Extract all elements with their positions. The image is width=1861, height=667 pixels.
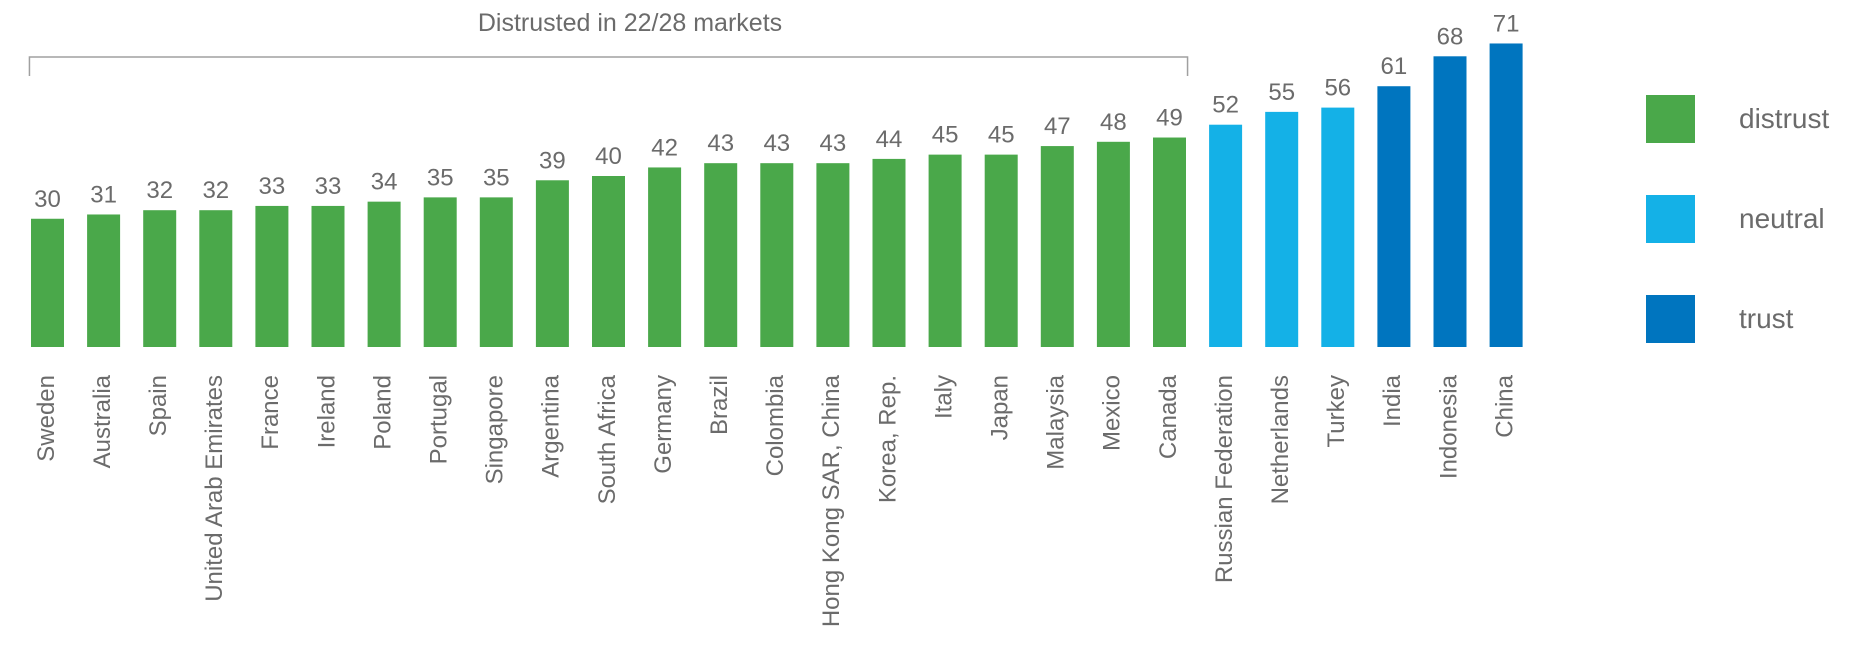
legend-swatch xyxy=(1646,195,1695,243)
x-tick-label: France xyxy=(257,375,284,450)
bar xyxy=(872,158,906,347)
data-label: 42 xyxy=(651,134,678,161)
bar xyxy=(1209,124,1243,347)
data-label: 32 xyxy=(202,177,229,204)
bar xyxy=(760,163,794,347)
x-tick-label: South Africa xyxy=(594,374,621,504)
data-label: 34 xyxy=(371,169,398,196)
bar xyxy=(1040,146,1074,347)
x-tick-label: Sweden xyxy=(33,375,60,462)
data-label: 43 xyxy=(820,130,847,157)
data-label: 43 xyxy=(763,130,790,157)
bar xyxy=(199,210,233,347)
annotation: Distrusted in 22/28 markets xyxy=(478,9,782,37)
bar xyxy=(1489,43,1523,347)
data-label: 39 xyxy=(539,147,566,174)
data-label: 47 xyxy=(1044,113,1071,140)
legend-swatch xyxy=(1646,295,1695,343)
x-tick-label: Malaysia xyxy=(1043,374,1070,469)
x-tick-label: Germany xyxy=(650,375,677,474)
x-tick-label: Japan xyxy=(987,375,1014,440)
annotation-bracket xyxy=(28,56,1189,76)
data-label: 44 xyxy=(876,126,903,153)
bar xyxy=(311,205,345,347)
x-tick-label: Canada xyxy=(1155,374,1182,459)
bar xyxy=(1377,86,1411,347)
data-label: 33 xyxy=(315,173,342,200)
x-tick-label: United Arab Emirates xyxy=(201,375,228,602)
bar xyxy=(928,154,962,347)
data-label: 45 xyxy=(932,122,959,149)
x-tick-label: Russian Federation xyxy=(1211,375,1238,583)
bar xyxy=(704,163,738,347)
bar xyxy=(143,210,177,347)
x-tick-label: Indonesia xyxy=(1435,374,1462,479)
data-label: 56 xyxy=(1324,75,1351,102)
bar xyxy=(816,163,850,347)
bar xyxy=(1265,111,1299,347)
data-label: 49 xyxy=(1156,105,1183,132)
x-tick-label: Brazil xyxy=(706,375,733,435)
x-tick-label: Colombia xyxy=(762,374,789,476)
data-label: 33 xyxy=(259,173,286,200)
data-label: 30 xyxy=(34,186,61,213)
bar xyxy=(1153,137,1186,347)
x-tick-label: Ireland xyxy=(313,375,340,448)
x-tick-label: Argentina xyxy=(538,374,565,477)
data-label: 48 xyxy=(1100,109,1127,136)
legend-label: trust xyxy=(1739,303,1794,334)
bar xyxy=(423,197,457,347)
x-tick-label: Australia xyxy=(89,374,116,468)
x-tick-label: Netherlands xyxy=(1267,375,1294,504)
data-label: 31 xyxy=(90,181,117,208)
data-label: 35 xyxy=(427,164,454,191)
data-label: 40 xyxy=(595,143,622,170)
data-label: 61 xyxy=(1381,53,1408,80)
legend-swatch xyxy=(1646,95,1695,143)
data-label: 71 xyxy=(1493,10,1520,37)
bar xyxy=(1321,107,1355,347)
bar xyxy=(984,154,1018,347)
legend-label: neutral xyxy=(1739,203,1825,234)
x-tick-label: Turkey xyxy=(1323,375,1350,447)
legend-label: distrust xyxy=(1739,103,1829,134)
x-tick-label: Mexico xyxy=(1099,375,1126,451)
x-tick-label: Korea, Rep. xyxy=(874,375,901,503)
bar xyxy=(479,197,513,347)
data-label: 43 xyxy=(707,130,734,157)
bar xyxy=(592,176,625,347)
bar xyxy=(1096,141,1130,347)
x-tick-label: China xyxy=(1491,374,1518,437)
bar xyxy=(255,205,289,347)
bar xyxy=(367,201,401,347)
bar xyxy=(535,180,569,347)
data-label: 45 xyxy=(988,122,1015,149)
data-label: 52 xyxy=(1212,92,1239,119)
bar xyxy=(1433,56,1467,348)
data-label: 68 xyxy=(1437,23,1464,50)
data-label: 35 xyxy=(483,164,510,191)
data-label: 55 xyxy=(1268,79,1295,106)
bar xyxy=(87,214,121,347)
bar xyxy=(648,167,682,347)
x-tick-label: Hong Kong SAR, China xyxy=(818,374,845,627)
x-tick-label: Poland xyxy=(369,375,396,450)
x-tick-label: Italy xyxy=(930,375,957,419)
data-label: 32 xyxy=(146,177,173,204)
x-tick-label: Singapore xyxy=(482,375,509,484)
bar xyxy=(31,218,64,347)
x-tick-label: Portugal xyxy=(426,375,453,464)
x-tick-label: Spain xyxy=(145,375,172,436)
x-tick-label: India xyxy=(1379,374,1406,427)
